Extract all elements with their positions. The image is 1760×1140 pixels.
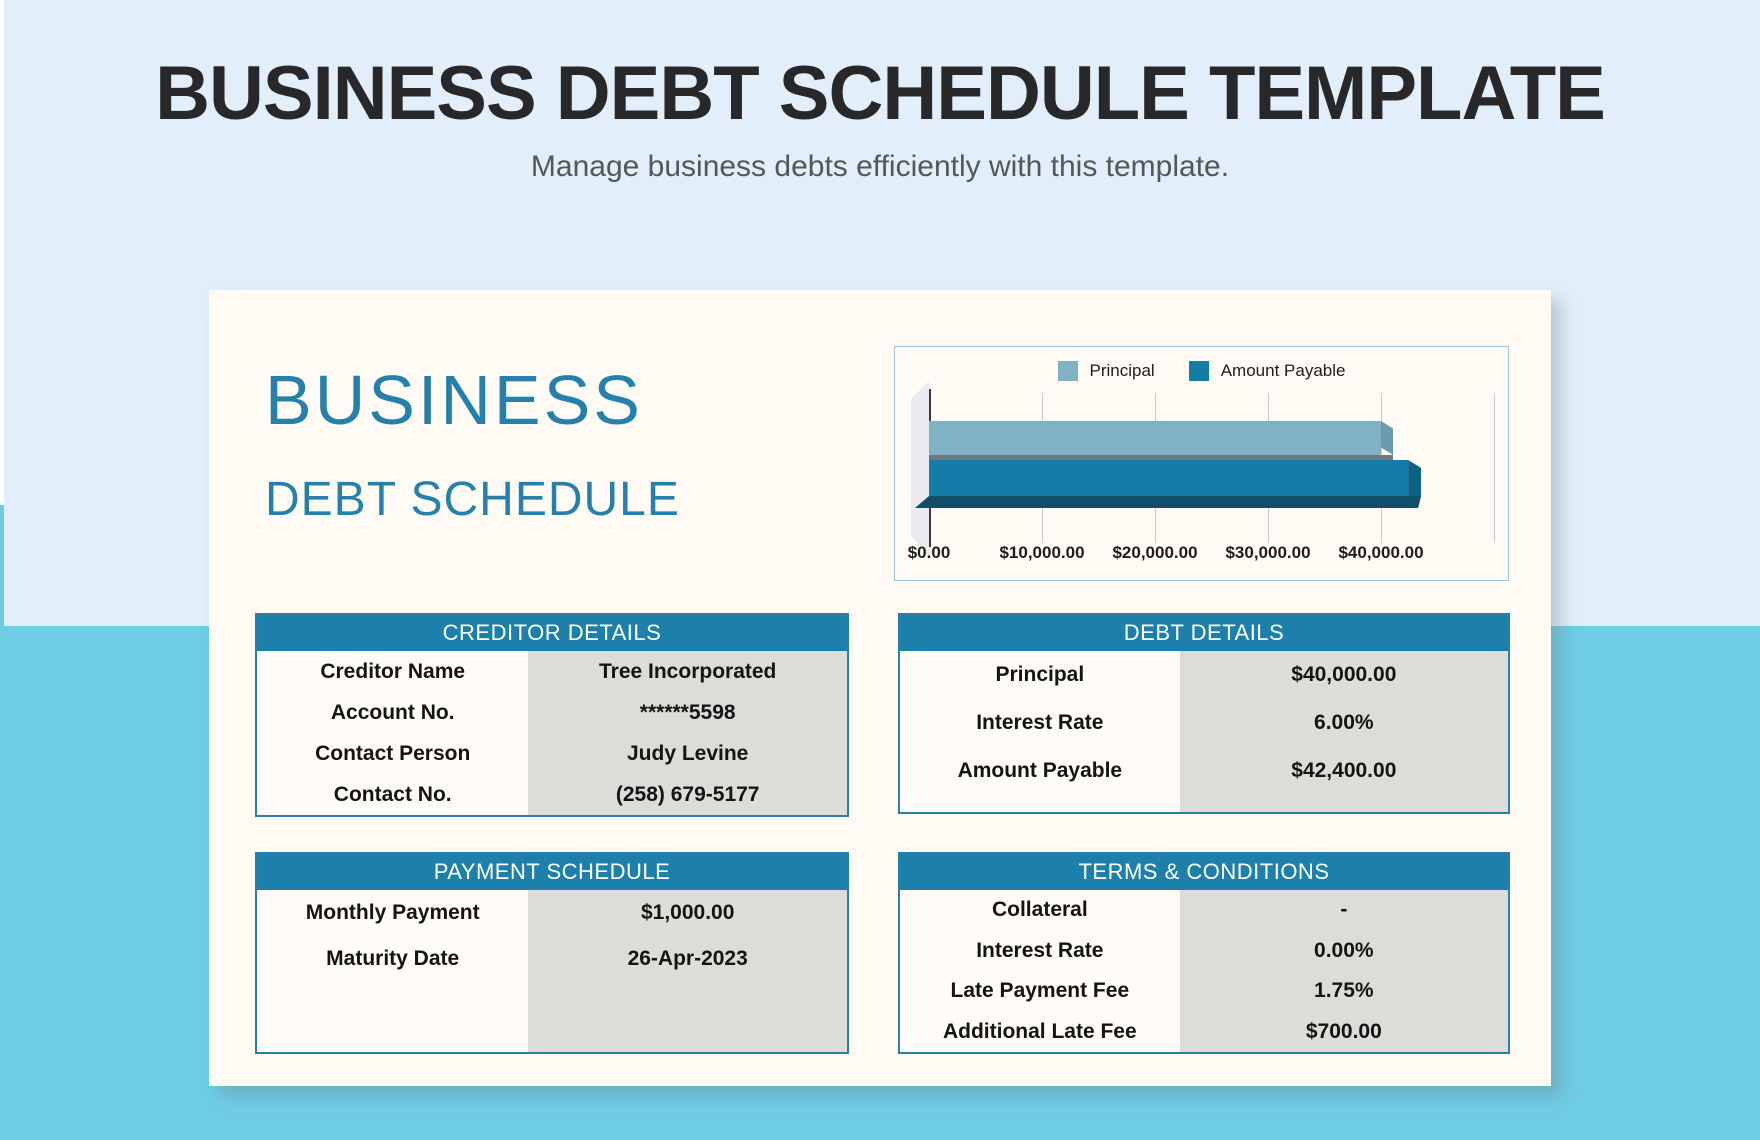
row-value-contact-person[interactable]: Judy Levine bbox=[626, 741, 749, 765]
row-label: Maturity Date bbox=[326, 947, 460, 970]
label-column: Creditor Name Account No. Contact Person… bbox=[257, 651, 528, 815]
table-body: Creditor Name Account No. Contact Person… bbox=[257, 651, 847, 815]
bg-left-strip bbox=[0, 505, 4, 626]
template-card: BUSINESS DEBT SCHEDULE Principal Amount … bbox=[209, 290, 1551, 1086]
label-column: Collateral Interest Rate Late Payment Fe… bbox=[900, 890, 1180, 1052]
page-subtitle: Manage business debts efficiently with t… bbox=[530, 150, 1230, 183]
row-label: Collateral bbox=[991, 898, 1088, 922]
debt-bar-chart: Principal Amount Payable bbox=[894, 346, 1509, 581]
row-value-collateral[interactable]: - bbox=[1340, 898, 1348, 922]
table-header: PAYMENT SCHEDULE bbox=[257, 854, 847, 890]
table-creditor-details: CREDITOR DETAILS Creditor Name Account N… bbox=[255, 613, 849, 817]
label-column: Monthly Payment Maturity Date bbox=[257, 890, 528, 1052]
row-value-amount-payable[interactable]: $42,400.00 bbox=[1291, 759, 1397, 782]
row-label: Account No. bbox=[330, 700, 455, 724]
legend-label: Amount Payable bbox=[1220, 361, 1346, 380]
legend-label: Principal bbox=[1089, 361, 1155, 380]
bar-bevel bbox=[1408, 460, 1422, 496]
value-column: $1,000.00 26-Apr-2023 bbox=[528, 890, 847, 1052]
row-label: Amount Payable bbox=[957, 759, 1123, 782]
row-label: Interest Rate bbox=[976, 938, 1104, 962]
row-label: Interest Rate bbox=[976, 711, 1104, 734]
row-value-maturity-date[interactable]: 26-Apr-2023 bbox=[627, 947, 748, 970]
value-column: $40,000.00 6.00% $42,400.00 bbox=[1179, 651, 1508, 812]
legend-swatch-amount-payable bbox=[1188, 361, 1209, 381]
value-column: - 0.00% 1.75% $700.00 bbox=[1179, 890, 1508, 1052]
x-tick-label: $30,000.00 bbox=[1225, 543, 1311, 562]
row-label: Monthly Payment bbox=[305, 901, 480, 924]
bar-shadow bbox=[929, 455, 1393, 460]
row-value-principal[interactable]: $40,000.00 bbox=[1291, 663, 1397, 686]
table-body: Monthly Payment Maturity Date $1,000.00 … bbox=[257, 890, 847, 1052]
legend-item-principal: Principal bbox=[1057, 361, 1155, 381]
x-tick-label: $20,000.00 bbox=[1112, 543, 1198, 562]
table-header: DEBT DETAILS bbox=[900, 615, 1508, 651]
row-label: Creditor Name bbox=[320, 659, 466, 683]
row-value-account-no[interactable]: ******5598 bbox=[639, 700, 736, 724]
x-tick-label: $10,000.00 bbox=[999, 543, 1085, 562]
table-header: TERMS & CONDITIONS bbox=[900, 854, 1508, 890]
legend-item-amount-payable: Amount Payable bbox=[1188, 361, 1346, 381]
table-body: Principal Interest Rate Amount Payable $… bbox=[900, 651, 1508, 812]
label-column: Principal Interest Rate Amount Payable bbox=[900, 651, 1180, 812]
value-column: Tree Incorporated ******5598 Judy Levine… bbox=[528, 651, 847, 815]
row-value-interest-rate[interactable]: 0.00% bbox=[1314, 938, 1374, 962]
x-tick-label: $0.00 bbox=[907, 543, 951, 562]
bar-amount-payable bbox=[929, 460, 1422, 496]
table-debt-details: DEBT DETAILS Principal Interest Rate Amo… bbox=[898, 613, 1510, 814]
chart-3d-wall bbox=[911, 381, 929, 557]
row-label: Principal bbox=[995, 663, 1085, 686]
row-label: Late Payment Fee bbox=[950, 979, 1130, 1003]
page-title: BUSINESS DEBT SCHEDULE TEMPLATE bbox=[155, 51, 1606, 136]
gridline bbox=[1494, 393, 1495, 543]
bar-shadow bbox=[915, 496, 1421, 508]
row-value-additional-late-fee[interactable]: $700.00 bbox=[1305, 1019, 1382, 1043]
row-value-interest-rate[interactable]: 6.00% bbox=[1314, 711, 1374, 734]
table-payment-schedule: PAYMENT SCHEDULE Monthly Payment Maturit… bbox=[255, 852, 849, 1054]
row-value-contact-no[interactable]: (258) 679-5177 bbox=[615, 782, 760, 806]
row-value-late-payment-fee[interactable]: 1.75% bbox=[1314, 979, 1374, 1003]
card-heading-line1: BUSINESS bbox=[265, 361, 643, 439]
table-header: CREDITOR DETAILS bbox=[257, 615, 847, 651]
bar-principal bbox=[929, 421, 1393, 460]
row-label: Additional Late Fee bbox=[942, 1019, 1137, 1043]
legend-swatch-principal bbox=[1057, 361, 1078, 381]
row-value-monthly-payment[interactable]: $1,000.00 bbox=[640, 901, 735, 924]
x-tick-label: $40,000.00 bbox=[1338, 543, 1424, 562]
row-value-creditor-name[interactable]: Tree Incorporated bbox=[598, 659, 777, 683]
bar-bevel bbox=[1381, 421, 1393, 455]
table-terms-conditions: TERMS & CONDITIONS Collateral Interest R… bbox=[898, 852, 1510, 1054]
row-label: Contact No. bbox=[333, 782, 452, 806]
row-label: Contact Person bbox=[315, 741, 471, 765]
chart-legend: Principal Amount Payable bbox=[895, 361, 1508, 381]
table-body: Collateral Interest Rate Late Payment Fe… bbox=[900, 890, 1508, 1052]
card-heading-line2: DEBT SCHEDULE bbox=[265, 473, 680, 526]
chart-plot-area bbox=[911, 381, 1495, 557]
